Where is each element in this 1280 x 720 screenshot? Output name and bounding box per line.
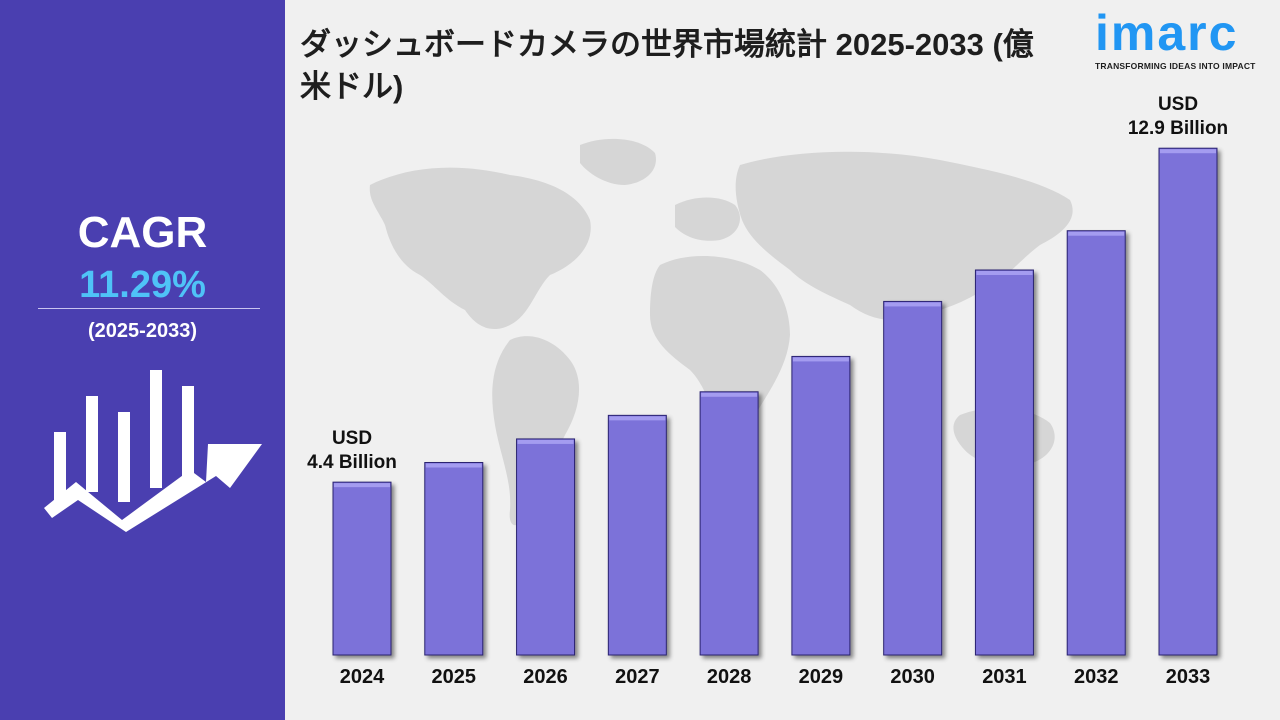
x-tick-label-2032: 2032: [1074, 666, 1119, 688]
chart-title: ダッシュボードカメラの世界市場統計 2025-2033 (億米ドル): [300, 27, 1034, 104]
bar-highlight-2032: [1068, 231, 1125, 236]
x-tick-label-2033: 2033: [1166, 666, 1211, 688]
bar-2025: [424, 462, 484, 656]
bar-highlight-2031: [976, 271, 1033, 275]
bar-highlight-2026: [517, 439, 574, 444]
bar-2032: [1066, 230, 1126, 656]
x-tick-label-2027: 2027: [615, 666, 660, 688]
bar-2026: [516, 438, 576, 656]
cagr-divider: [38, 308, 260, 309]
bar-2028: [699, 391, 759, 656]
growth-chart-icon: [44, 370, 262, 532]
cagr-period: (2025-2033): [88, 320, 197, 342]
x-tick-label-2025: 2025: [432, 666, 477, 688]
bar-2031: [974, 269, 1034, 656]
bar-highlight-2029: [792, 357, 849, 362]
imarc-logo: imarc TRANSFORMING IDEAS INTO IMPACT: [1095, 8, 1265, 71]
logo-tagline: TRANSFORMING IDEAS INTO IMPACT: [1095, 61, 1256, 71]
bar-2030: [883, 300, 943, 656]
bar-highlight-2033: [1160, 149, 1216, 154]
x-tick-label-2029: 2029: [799, 666, 844, 688]
bar-highlight-2028: [701, 392, 758, 397]
sidebar-panel: CAGR 11.29% (2025-2033): [0, 0, 285, 720]
bar-highlight-2027: [609, 416, 666, 421]
logo-wordmark: imarc: [1095, 5, 1239, 61]
bar-2027: [607, 414, 667, 656]
data-label-2024-line-2: 4.4 Billion: [307, 452, 397, 473]
x-tick-label-2031: 2031: [982, 666, 1027, 688]
data-label-2033-line-1: USD: [1158, 94, 1198, 115]
bar-2029: [791, 355, 851, 656]
data-label-2024-line-1: USD: [332, 428, 372, 449]
data-label-2033-line-2: 12.9 Billion: [1128, 118, 1228, 139]
bar-highlight-2024: [334, 483, 390, 488]
cagr-value: 11.29%: [79, 264, 206, 306]
bar-highlight-2025: [425, 463, 482, 468]
x-tick-label-2028: 2028: [707, 666, 752, 688]
cagr-label: CAGR: [77, 208, 208, 257]
bar-2024: [332, 481, 392, 656]
bar-2033: [1158, 147, 1218, 656]
x-tick-label-2030: 2030: [890, 666, 935, 688]
x-tick-label-2024: 2024: [340, 666, 385, 688]
bar-highlight-2030: [884, 302, 941, 307]
x-tick-label-2026: 2026: [523, 666, 568, 688]
